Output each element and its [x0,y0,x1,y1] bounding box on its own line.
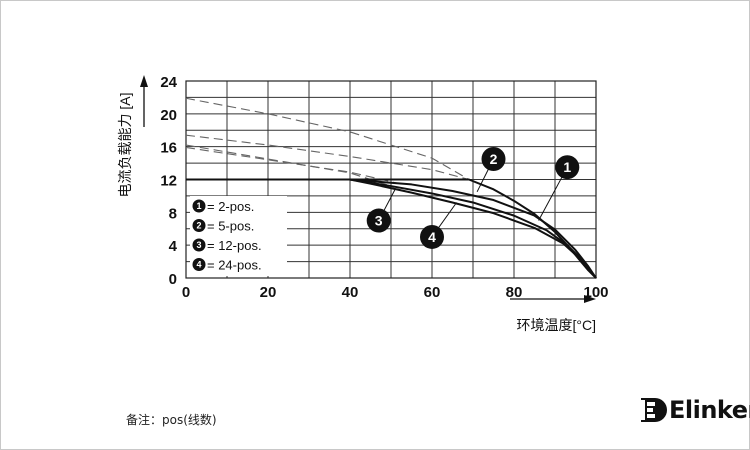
brand-name: Elinker [669,396,750,424]
marker-circle [481,146,506,171]
y-tick-label: 8 [169,205,177,222]
marker-label: 1 [563,159,571,175]
legend-box [190,196,287,276]
marker-circle [420,224,444,249]
marker-label: 2 [490,151,498,167]
y-tick-label: 24 [160,74,177,91]
marker-circle [192,199,206,213]
marker-circle [192,238,206,252]
marker-circle [192,258,206,271]
marker-circle [366,208,391,233]
x-tick-label: 40 [342,284,359,301]
marker-label: 3 [196,240,201,250]
y-tick-label: 0 [169,271,177,288]
brand-logo: Elinker [637,396,750,424]
series-line-24pos [186,178,597,279]
y-tick-label: 4 [169,238,178,255]
marker-circle [192,219,206,232]
legend-label: = 5-pos. [207,219,254,234]
marker-label: 2 [196,221,201,231]
footnote: 备注：pos(线数) [126,413,217,427]
marker-label: 4 [428,229,436,245]
legend-label: = 12-pos. [207,238,262,253]
marker-label: 3 [375,213,383,229]
y-axis-label: 电流负载能力 [A] [117,92,133,197]
x-axis-arrow-head [584,295,596,303]
marker-label: 4 [196,260,201,270]
x-tick-label: 0 [182,284,190,301]
elinker-logo-icon [638,398,667,422]
x-tick-label: 100 [583,284,608,301]
y-tick-label: 16 [160,140,177,157]
marker-label: 1 [196,201,201,211]
legend-label: = 2-pos. [207,199,254,214]
y-tick-label: 12 [160,173,177,190]
y-tick-label: 20 [160,107,177,124]
x-axis-label: 环境温度[°C] [517,317,597,333]
dashed-extrapolation-line [185,97,470,180]
current-derating-chart: 1 = 2-pos. 2 = 5-pos. 3 = 12-pos. 4 = 24-pos. 1… [117,74,609,333]
marker-circle [555,155,580,180]
x-tick-label: 60 [424,284,441,301]
y-axis-arrow-head [140,75,148,87]
x-tick-label: 80 [506,284,523,301]
x-tick-label: 20 [260,284,277,301]
legend-label: = 24-pos. [207,258,262,273]
